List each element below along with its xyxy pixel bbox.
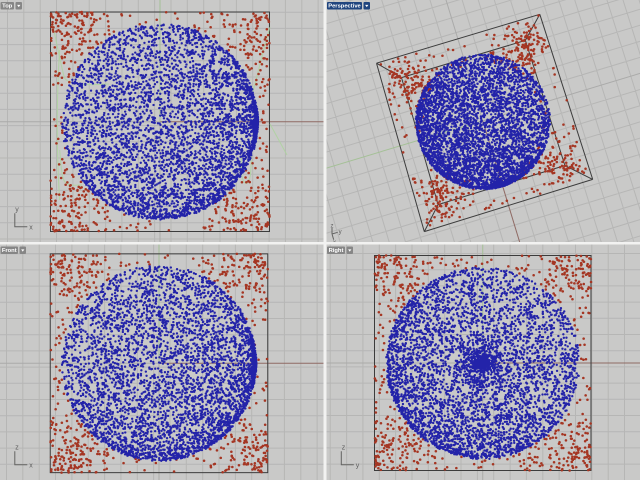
svg-text:y: y [339,230,342,236]
svg-text:z: z [331,224,334,230]
svg-text:z: z [15,444,19,451]
svg-text:y: y [15,206,19,213]
svg-text:x: x [29,224,33,231]
svg-text:x: x [29,462,33,469]
svg-text:Top: Top [2,4,13,10]
svg-text:Front: Front [2,248,17,254]
svg-text:z: z [342,444,346,451]
svg-text:x: x [333,240,336,246]
svg-text:y: y [356,462,360,469]
svg-text:Right: Right [329,248,344,254]
svg-text:Perspective: Perspective [328,4,361,10]
